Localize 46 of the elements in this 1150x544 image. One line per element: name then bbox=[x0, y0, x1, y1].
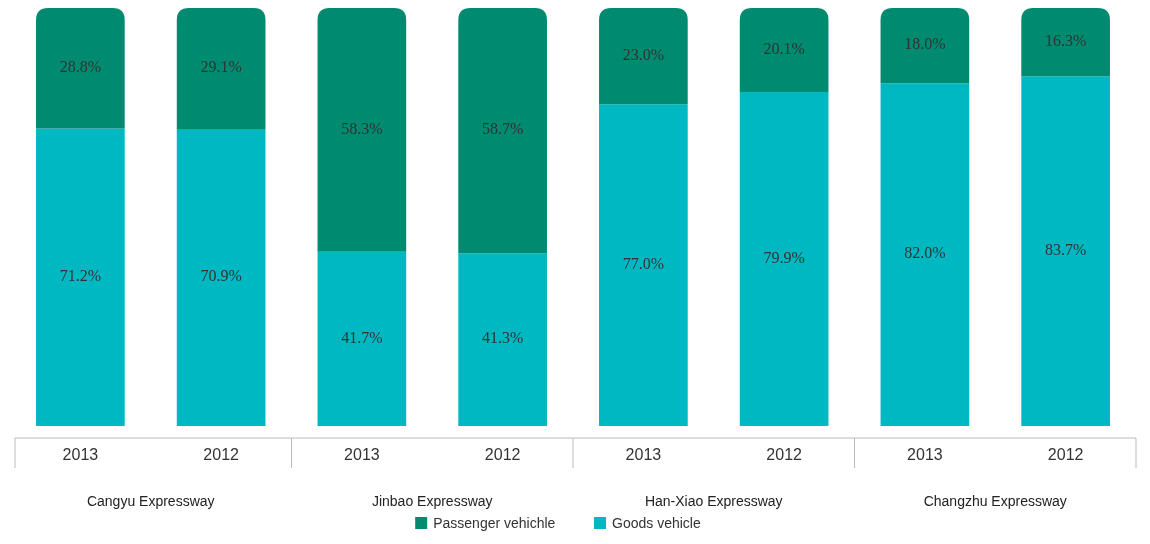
bar bbox=[739, 8, 829, 93]
x-tick-label: 2013 bbox=[62, 446, 99, 463]
data-label: 82.0% bbox=[904, 244, 946, 262]
bar bbox=[317, 251, 407, 426]
data-label: 79.9% bbox=[763, 248, 805, 266]
data-label: 23.0% bbox=[622, 45, 665, 63]
bar bbox=[36, 128, 125, 426]
legend-label: Goods vehicle bbox=[612, 515, 701, 531]
data-label: 16.3% bbox=[1044, 31, 1087, 49]
bar bbox=[458, 253, 547, 426]
data-label: 20.1% bbox=[763, 39, 805, 57]
bar bbox=[176, 129, 266, 426]
data-label: 18.0% bbox=[904, 35, 946, 53]
bar bbox=[880, 8, 970, 84]
bar bbox=[36, 8, 125, 129]
data-label: 83.7% bbox=[1044, 240, 1087, 258]
bar bbox=[458, 8, 547, 254]
bar bbox=[739, 92, 829, 426]
x-tick-label: 2012 bbox=[766, 446, 803, 463]
text: Cangyu Expressway bbox=[86, 493, 215, 509]
data-label: 41.3% bbox=[481, 329, 524, 347]
data-label: 71.2% bbox=[59, 266, 102, 284]
text: Han-Xiao Expressway bbox=[644, 493, 783, 509]
legend-label: Passenger vehichle bbox=[433, 515, 556, 531]
x-tick-label: 2012 bbox=[484, 446, 521, 463]
bar bbox=[599, 8, 688, 105]
x-tick-label: 2013 bbox=[625, 446, 662, 463]
data-label: 41.7% bbox=[341, 328, 383, 346]
bar bbox=[599, 104, 688, 426]
x-tick-label: 2012 bbox=[1047, 446, 1084, 463]
data-label: 58.7% bbox=[481, 120, 524, 138]
x-tick-label: 2013 bbox=[907, 446, 943, 463]
bar bbox=[1021, 76, 1110, 426]
text: Changzhu Expressway bbox=[923, 493, 1067, 509]
data-label: 28.8% bbox=[59, 57, 102, 75]
data-label: 70.9% bbox=[200, 267, 242, 285]
data-label: 77.0% bbox=[622, 254, 665, 272]
data-label: 58.3% bbox=[341, 119, 383, 137]
data-label: 29.1% bbox=[200, 58, 242, 76]
bar bbox=[176, 8, 266, 130]
text: Jinbao Expressway bbox=[371, 493, 493, 509]
bar bbox=[317, 8, 407, 252]
x-tick-label: 2013 bbox=[344, 446, 380, 463]
bar bbox=[1021, 8, 1110, 77]
bar bbox=[880, 83, 970, 426]
x-tick-label: 2012 bbox=[203, 446, 240, 463]
